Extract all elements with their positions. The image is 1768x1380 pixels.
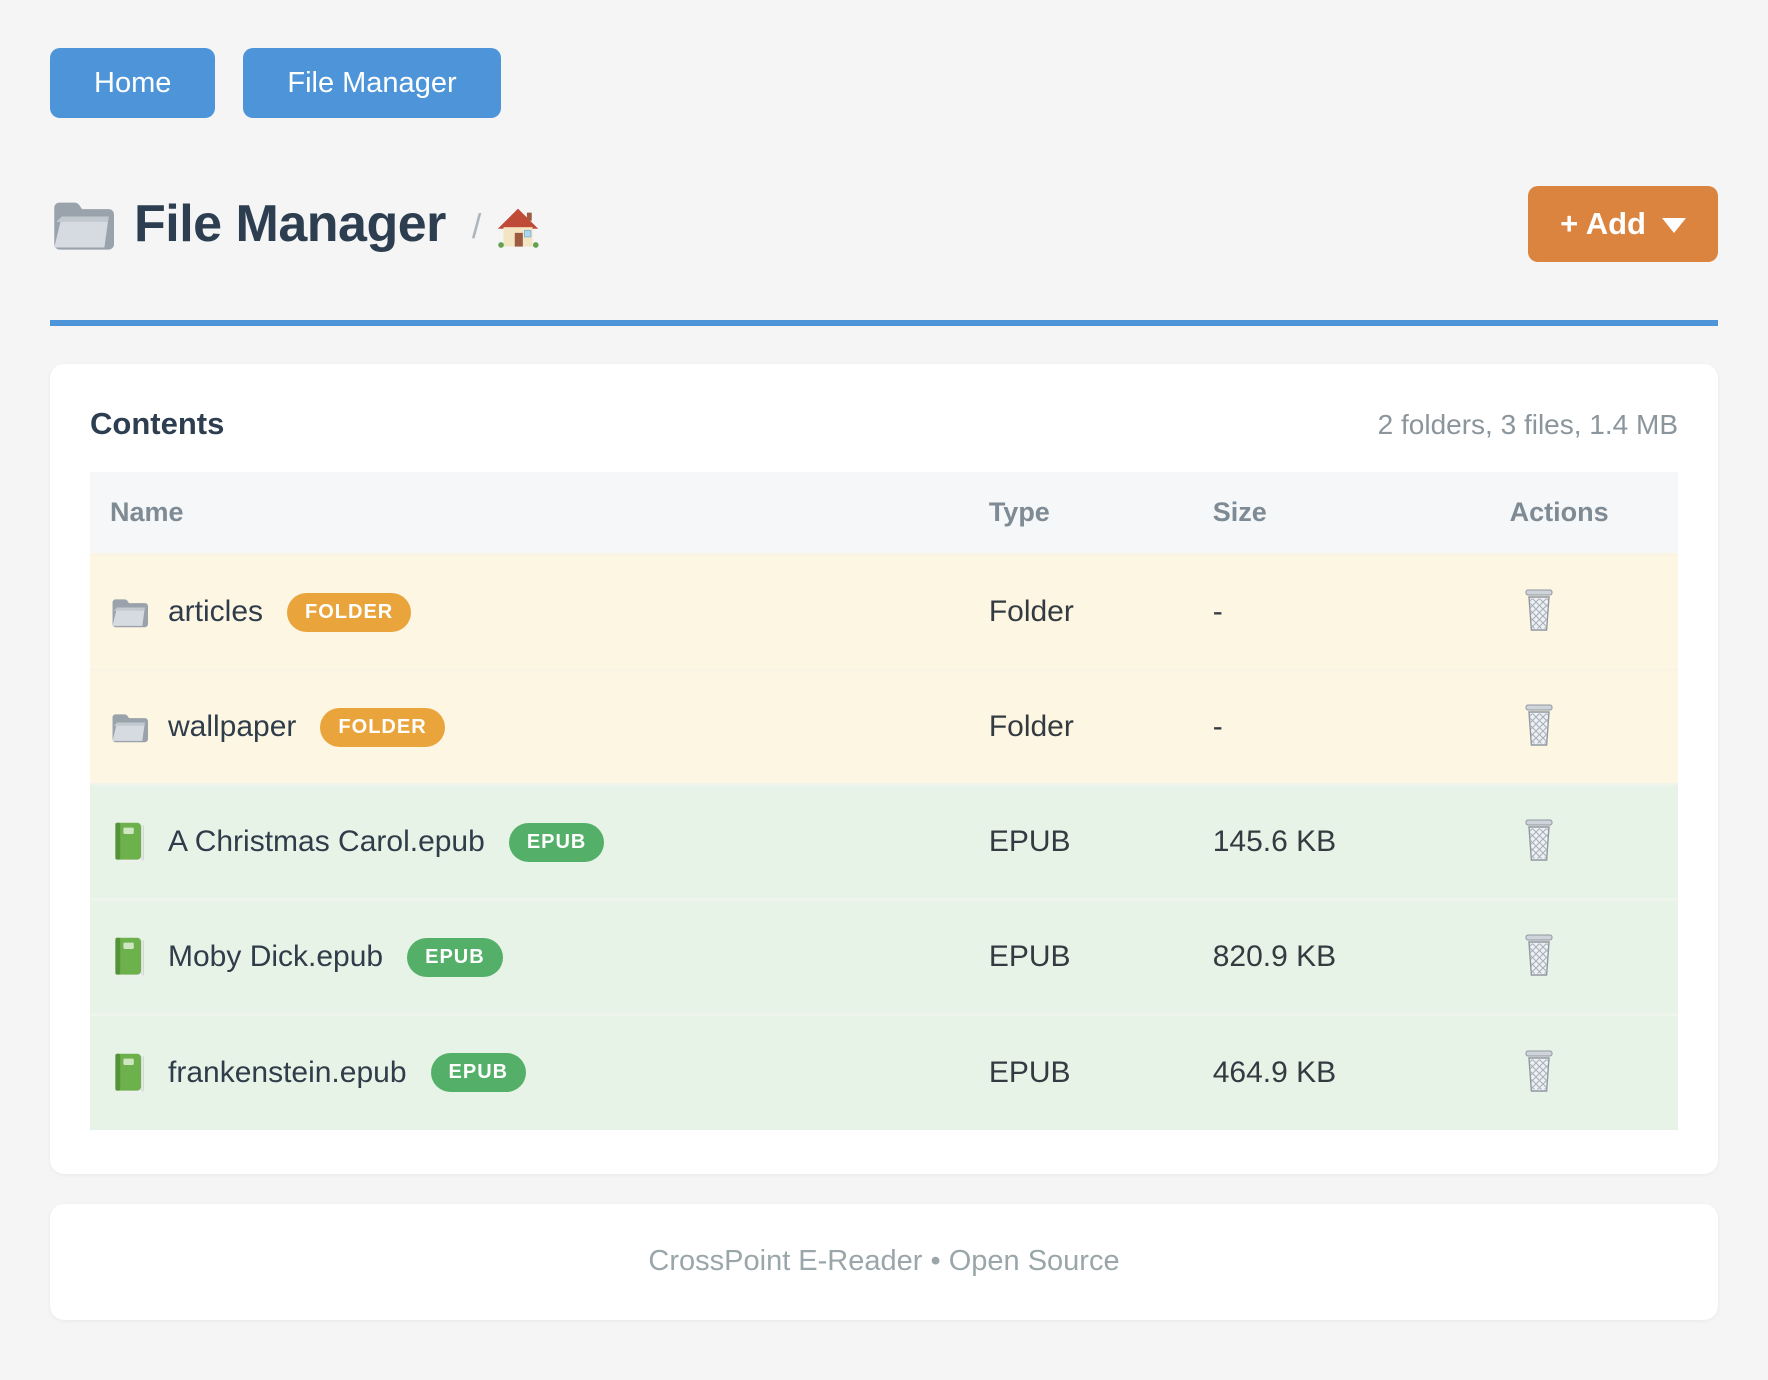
type-cell: EPUB: [988, 1014, 1213, 1130]
contents-heading: Contents: [90, 406, 225, 441]
folder-icon: [54, 202, 114, 250]
type-badge: FOLDER: [320, 707, 445, 747]
trash-icon: [1524, 934, 1553, 976]
page-title: File Manager: [134, 195, 446, 253]
size-cell: 145.6 KB: [1212, 784, 1510, 900]
column-header-name: Name: [90, 472, 989, 555]
delete-button[interactable]: [1516, 699, 1562, 751]
contents-summary: 2 folders, 3 files, 1.4 MB: [1377, 409, 1678, 440]
file-name: frankenstein.epub: [168, 1055, 407, 1089]
type-cell: EPUB: [988, 784, 1213, 900]
file-name: A Christmas Carol.epub: [168, 825, 485, 858]
table-row[interactable]: articles FOLDER Folder -: [90, 554, 1678, 670]
table-row[interactable]: wallpaper FOLDER Folder -: [90, 669, 1678, 785]
trash-icon: [1524, 819, 1553, 861]
file-name: Moby Dick.epub: [168, 940, 384, 973]
folder-icon: [112, 599, 148, 628]
breadcrumb-separator: /: [471, 207, 482, 246]
delete-button[interactable]: [1516, 1045, 1562, 1097]
file-manager-page: Home File Manager File Manager / + Add C…: [50, 48, 1718, 1320]
breadcrumb-home[interactable]: [497, 207, 540, 249]
type-cell: Folder: [988, 554, 1213, 670]
book-icon: [115, 937, 145, 977]
type-cell: EPUB: [988, 899, 1213, 1015]
caret-down-icon: [1662, 218, 1686, 233]
nav-home-button[interactable]: Home: [50, 48, 216, 118]
footer: CrossPoint E-Reader • Open Source: [50, 1203, 1718, 1320]
trash-icon: [1524, 589, 1553, 631]
type-cell: Folder: [988, 669, 1213, 785]
delete-button[interactable]: [1516, 929, 1562, 981]
type-badge: EPUB: [430, 1053, 527, 1093]
column-header-size: Size: [1212, 472, 1510, 555]
trash-icon: [1524, 1050, 1553, 1092]
trash-icon: [1524, 704, 1553, 746]
page-header: File Manager / + Add: [50, 186, 1718, 262]
nav-file-manager-button[interactable]: File Manager: [243, 48, 501, 118]
file-table-body: articles FOLDER Folder - wallpaper FOLDE…: [90, 554, 1678, 1130]
size-cell: -: [1212, 554, 1510, 670]
file-table: Name Type Size Actions articles FOLDER F…: [90, 472, 1678, 1130]
house-icon: [497, 208, 540, 249]
column-header-type: Type: [988, 472, 1213, 555]
size-cell: 820.9 KB: [1212, 899, 1510, 1015]
book-icon: [115, 1053, 145, 1093]
table-row[interactable]: A Christmas Carol.epub EPUB EPUB 145.6 K…: [90, 784, 1678, 900]
top-nav: Home File Manager: [50, 48, 1718, 118]
contents-card-header: Contents 2 folders, 3 files, 1.4 MB: [90, 406, 1678, 442]
type-badge: EPUB: [508, 822, 605, 862]
footer-text: CrossPoint E-Reader • Open Source: [648, 1245, 1120, 1277]
contents-card: Contents 2 folders, 3 files, 1.4 MB Name…: [50, 364, 1718, 1174]
table-row[interactable]: Moby Dick.epub EPUB EPUB 820.9 KB: [90, 899, 1678, 1015]
title-group: File Manager /: [50, 194, 540, 254]
table-row[interactable]: frankenstein.epub EPUB EPUB 464.9 KB: [90, 1014, 1678, 1130]
book-icon: [115, 822, 145, 862]
add-button[interactable]: + Add: [1528, 186, 1718, 262]
title-underline: [50, 320, 1718, 326]
file-name: wallpaper: [168, 710, 297, 743]
file-name: articles: [168, 595, 264, 628]
folder-icon: [112, 714, 148, 743]
column-header-actions: Actions: [1509, 472, 1678, 555]
type-badge: FOLDER: [287, 592, 412, 632]
size-cell: 464.9 KB: [1212, 1014, 1510, 1130]
add-button-label: + Add: [1560, 206, 1646, 241]
size-cell: -: [1212, 669, 1510, 785]
type-badge: EPUB: [407, 937, 503, 977]
delete-button[interactable]: [1516, 814, 1562, 866]
file-table-head: Name Type Size Actions: [90, 472, 1678, 555]
delete-button[interactable]: [1516, 584, 1562, 636]
